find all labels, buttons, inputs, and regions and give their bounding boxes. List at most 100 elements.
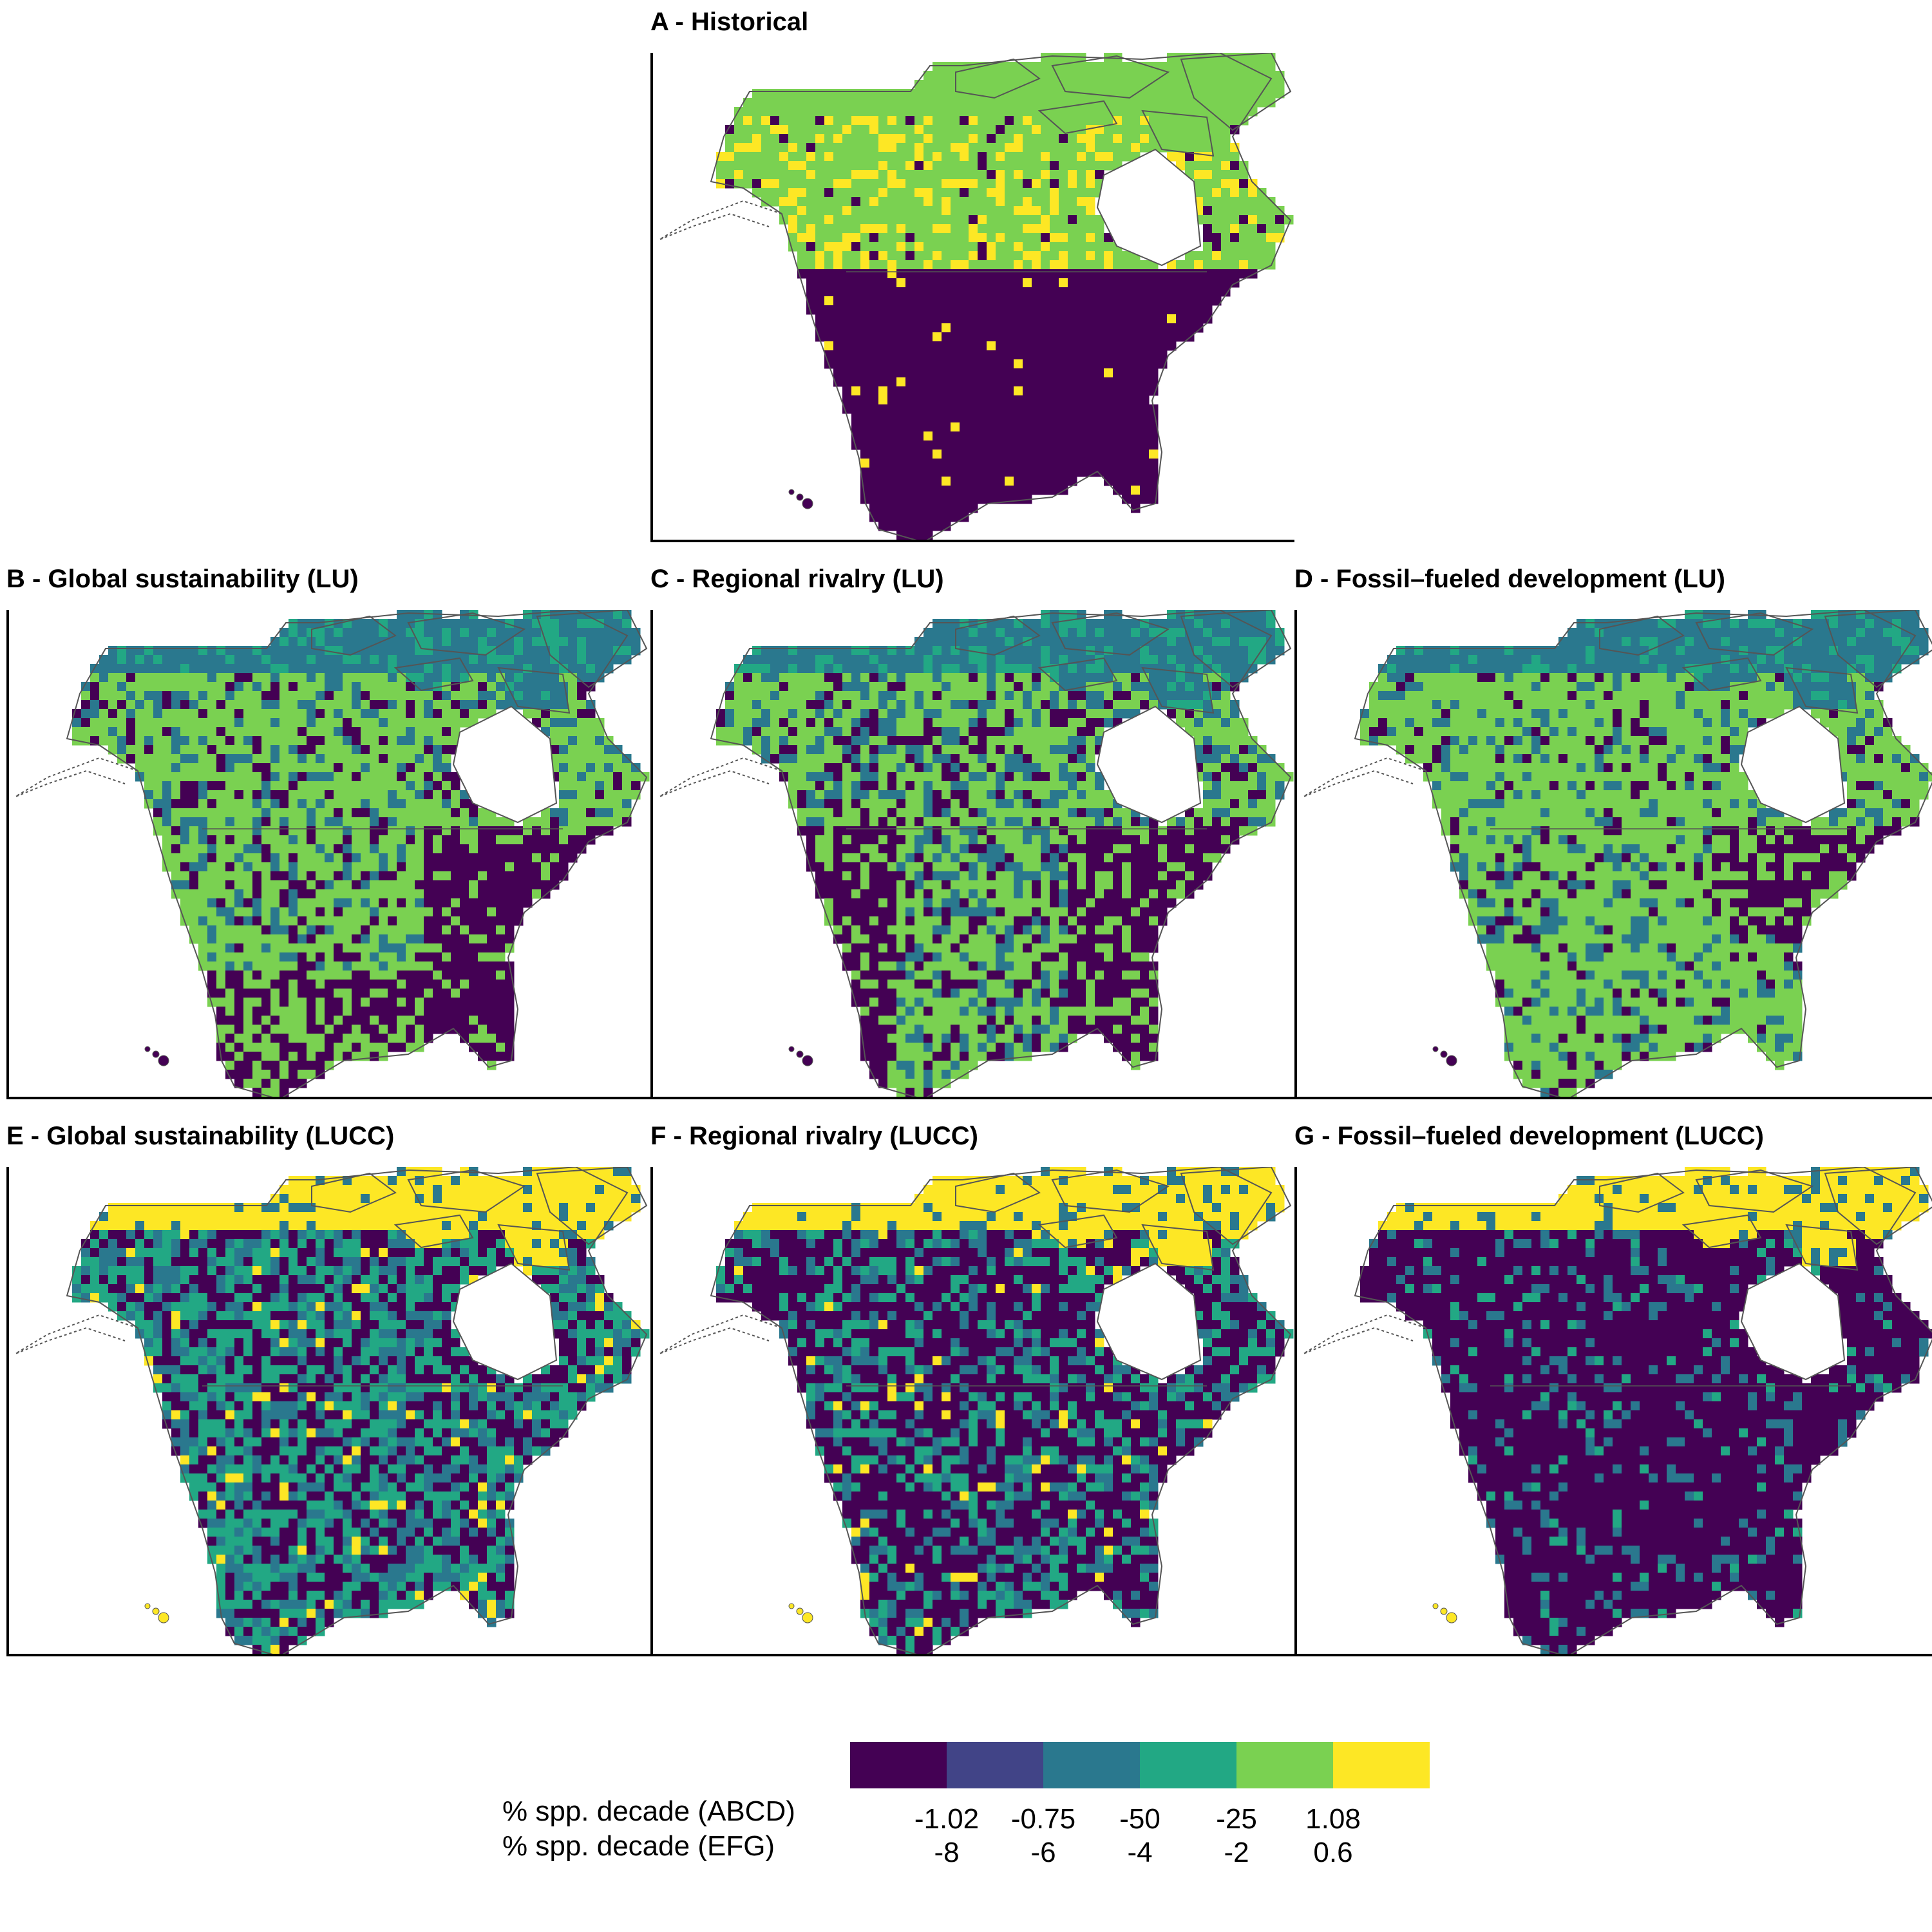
map-cell bbox=[505, 871, 515, 881]
map-cell bbox=[406, 835, 415, 845]
map-cell bbox=[1221, 287, 1231, 297]
map-cell bbox=[460, 718, 469, 728]
map-cell bbox=[1086, 269, 1095, 279]
map-cell bbox=[415, 916, 424, 926]
map-cell bbox=[761, 700, 771, 710]
map-cell bbox=[298, 763, 307, 773]
map-cell bbox=[1032, 468, 1041, 477]
map-cell bbox=[298, 1034, 307, 1043]
map-cell bbox=[415, 799, 424, 809]
map-cell bbox=[216, 844, 226, 854]
map-cell bbox=[225, 998, 235, 1007]
map-cell bbox=[1014, 314, 1023, 324]
map-cell bbox=[298, 709, 307, 719]
map-cell bbox=[1086, 107, 1095, 117]
map-cell bbox=[1113, 287, 1122, 297]
map-cell bbox=[860, 107, 870, 117]
map-cell bbox=[1059, 682, 1068, 692]
map-cell bbox=[478, 898, 488, 908]
map-cell bbox=[1014, 71, 1023, 80]
map-cell bbox=[1212, 125, 1222, 135]
map-cell bbox=[261, 934, 271, 944]
map-cell bbox=[243, 971, 253, 980]
map-cell bbox=[460, 916, 469, 926]
map-cell bbox=[460, 826, 469, 836]
map-cell bbox=[878, 700, 888, 710]
map-cell bbox=[460, 844, 469, 854]
map-cell bbox=[370, 952, 379, 962]
map-cell bbox=[1104, 332, 1113, 342]
map-cell bbox=[860, 395, 870, 405]
panel-b-map-frame bbox=[6, 610, 650, 1099]
hawaii-island bbox=[158, 1055, 169, 1066]
map-cell bbox=[1059, 179, 1068, 189]
map-cell bbox=[1167, 89, 1177, 99]
map-cell bbox=[298, 844, 307, 854]
map-cell bbox=[1086, 152, 1095, 162]
map-cell bbox=[860, 278, 870, 288]
map-cell bbox=[996, 377, 1005, 387]
map-cell bbox=[1167, 80, 1177, 90]
map-cell bbox=[1212, 134, 1222, 144]
map-cell bbox=[996, 386, 1005, 396]
map-cell bbox=[406, 980, 415, 989]
map-cell bbox=[1104, 691, 1113, 701]
map-cell bbox=[487, 673, 497, 683]
map-cell bbox=[1023, 440, 1032, 450]
map-cell bbox=[388, 646, 397, 656]
map-cell bbox=[1005, 260, 1014, 270]
map-cell bbox=[1023, 459, 1032, 468]
map-cell bbox=[270, 916, 280, 926]
map-cell bbox=[1032, 224, 1041, 234]
map-cell bbox=[460, 871, 469, 881]
map-cell bbox=[896, 395, 906, 405]
map-cell bbox=[397, 1034, 406, 1043]
map-cell bbox=[108, 646, 118, 656]
map-cell bbox=[1005, 71, 1014, 80]
hudson-bay-shape bbox=[452, 705, 558, 824]
map-cell bbox=[860, 134, 870, 144]
map-cell bbox=[298, 619, 307, 629]
map-cell bbox=[1005, 278, 1014, 288]
map-cell bbox=[433, 1016, 442, 1025]
coastline-outline bbox=[710, 53, 1292, 540]
map-cell bbox=[887, 179, 897, 189]
map-cell bbox=[1176, 134, 1186, 144]
map-cell bbox=[442, 682, 451, 692]
map-cell bbox=[743, 718, 753, 728]
map-cell bbox=[1014, 691, 1023, 701]
map-cell bbox=[1086, 134, 1095, 144]
map-cell bbox=[225, 925, 235, 935]
map-cell bbox=[1212, 610, 1222, 620]
map-cell bbox=[878, 682, 888, 692]
map-cell bbox=[451, 889, 460, 899]
map-cell bbox=[180, 898, 190, 908]
map-cell bbox=[1140, 71, 1150, 80]
map-cell bbox=[568, 754, 578, 764]
map-cell bbox=[905, 413, 915, 423]
map-cell bbox=[1050, 224, 1059, 234]
map-cell bbox=[370, 898, 379, 908]
map-cell bbox=[960, 350, 969, 360]
map-cell bbox=[90, 691, 100, 701]
map-cell bbox=[496, 980, 506, 989]
map-cell bbox=[996, 152, 1005, 162]
map-cell bbox=[1005, 188, 1014, 198]
map-cell bbox=[842, 350, 852, 360]
map-cell bbox=[1113, 125, 1122, 135]
map-cell bbox=[1023, 107, 1032, 117]
map-cell bbox=[406, 754, 415, 764]
map-cell bbox=[1068, 89, 1077, 99]
map-cell bbox=[153, 709, 163, 719]
map-cell bbox=[1041, 233, 1050, 243]
map-cell bbox=[878, 709, 888, 719]
map-cell bbox=[415, 718, 424, 728]
map-cell bbox=[788, 215, 798, 225]
map-cell bbox=[942, 224, 951, 234]
map-cell bbox=[451, 691, 460, 701]
map-cell bbox=[289, 808, 298, 818]
map-cell bbox=[541, 817, 551, 827]
map-cell bbox=[942, 691, 951, 701]
map-cell bbox=[370, 736, 379, 746]
map-cell bbox=[1059, 646, 1068, 656]
